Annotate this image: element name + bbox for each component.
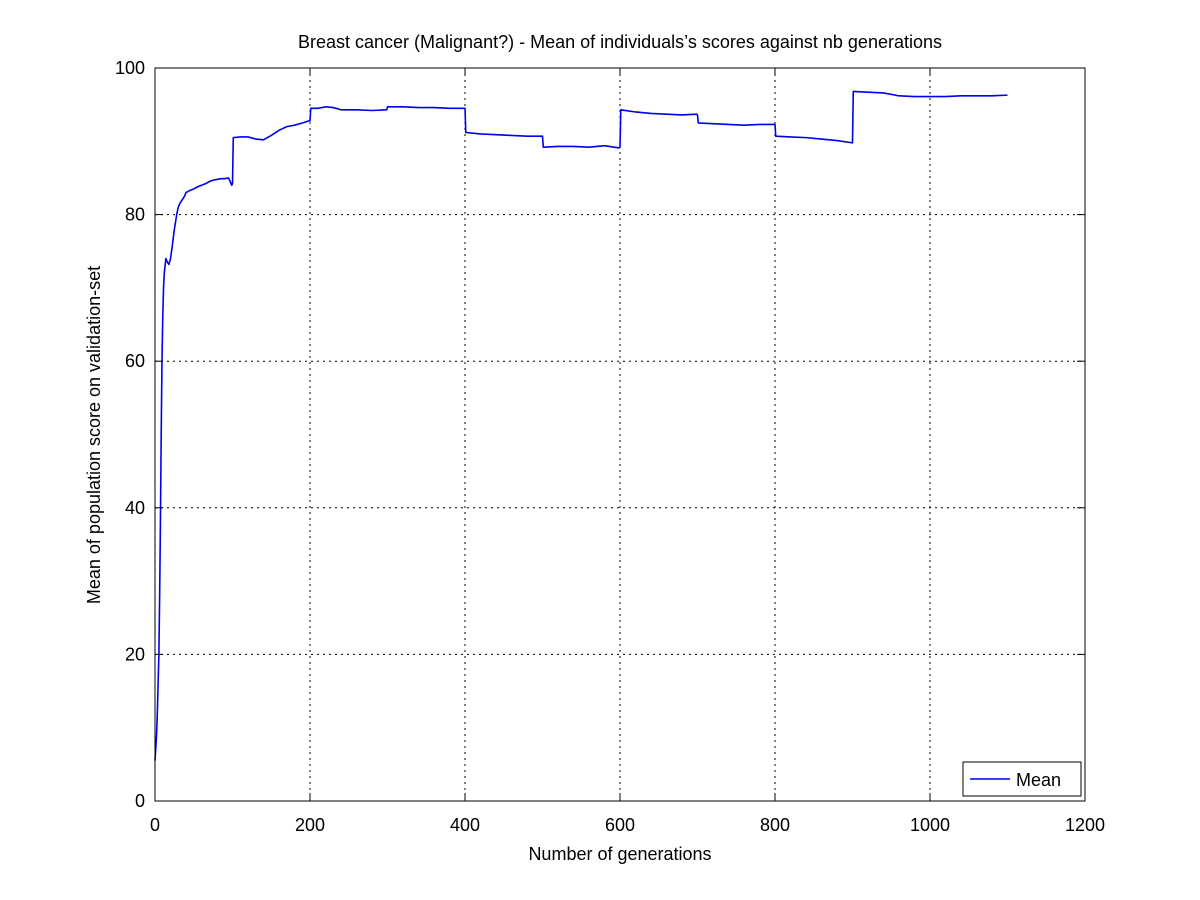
x-tick-label: 200 [295, 815, 325, 835]
legend-label-mean: Mean [1016, 770, 1061, 790]
y-tick-label: 80 [125, 205, 145, 225]
x-tick-label: 1200 [1065, 815, 1105, 835]
x-axis-label: Number of generations [528, 844, 711, 864]
y-tick-label: 20 [125, 644, 145, 664]
y-axis-label: Mean of population score on validation-s… [84, 266, 104, 604]
x-tick-label: 400 [450, 815, 480, 835]
chart-title: Breast cancer (Malignant?) - Mean of ind… [298, 32, 942, 52]
tick-labels: 0 200 400 600 800 1000 1200 0 20 40 60 80 100 [115, 58, 1105, 835]
x-tick-label: 1000 [910, 815, 950, 835]
y-tick-label: 40 [125, 498, 145, 518]
ticks [154, 67, 1086, 802]
y-tick-label: 0 [135, 791, 145, 811]
series-line-mean [154, 90, 1008, 761]
y-tick-label: 60 [125, 351, 145, 371]
series-layer [154, 90, 1008, 761]
x-tick-label: 0 [150, 815, 160, 835]
legend: Mean [962, 761, 1082, 797]
grid [155, 68, 1085, 801]
y-tick-label: 100 [115, 58, 145, 78]
x-tick-label: 800 [760, 815, 790, 835]
x-tick-label: 600 [605, 815, 635, 835]
